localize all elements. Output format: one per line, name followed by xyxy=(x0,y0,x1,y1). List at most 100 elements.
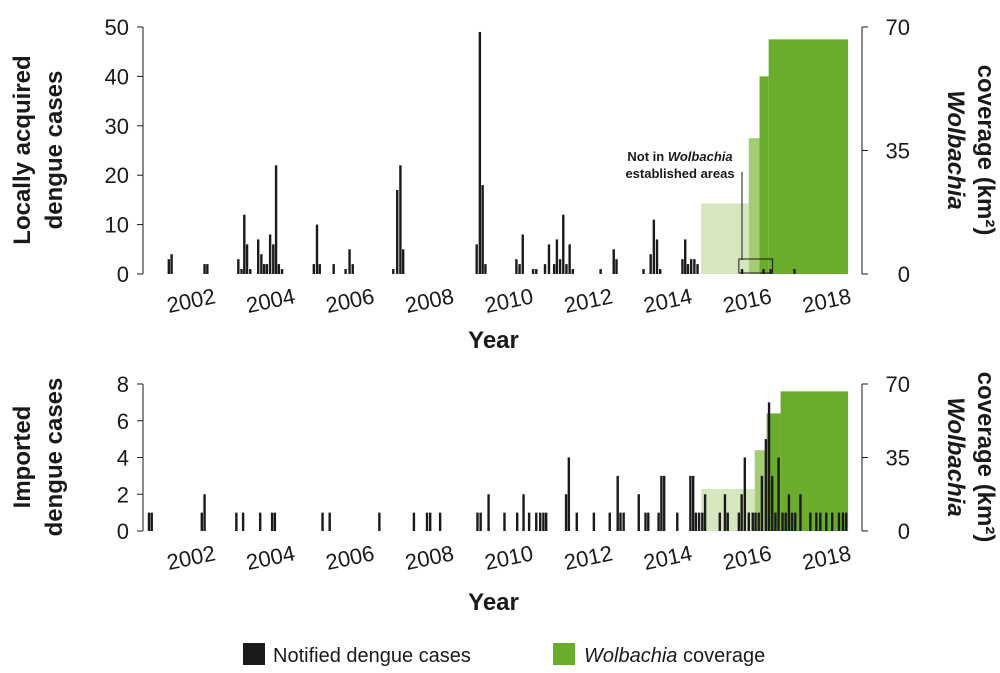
case-bar xyxy=(150,512,153,531)
case-bar xyxy=(273,512,277,531)
case-bar xyxy=(696,264,699,274)
case-bar xyxy=(399,165,402,274)
case-bar xyxy=(206,264,209,274)
case-bar xyxy=(552,264,556,274)
case-bar xyxy=(592,512,596,531)
case-bar xyxy=(243,214,246,274)
case-bar xyxy=(740,269,744,274)
case-bar xyxy=(487,494,490,531)
case-bar xyxy=(760,475,764,531)
case-bar xyxy=(757,512,760,531)
case-bar xyxy=(535,512,538,531)
case-bar xyxy=(599,269,602,274)
case-bar xyxy=(774,512,777,531)
y-axis-title-line: Imported xyxy=(9,406,36,509)
legend-coverage-label: Wolbachia coverage xyxy=(584,645,765,667)
case-bar xyxy=(235,512,238,531)
x-tick-label: 2002 xyxy=(165,283,218,318)
case-bar xyxy=(531,269,535,274)
case-bar xyxy=(754,512,757,531)
case-bar xyxy=(503,512,506,531)
case-bar xyxy=(703,494,707,531)
legend-cases-swatch xyxy=(243,643,265,665)
case-bar xyxy=(660,475,663,531)
x-tick-label: 2018 xyxy=(800,283,853,318)
case-bar xyxy=(657,512,660,531)
case-bar xyxy=(764,439,768,531)
y-axis-title-line: dengue cases xyxy=(41,71,68,230)
case-bar xyxy=(659,269,662,274)
annotation-line-2: established areas xyxy=(625,166,734,181)
y2-axis-title-line: Wolbachia xyxy=(942,397,969,517)
case-bar xyxy=(245,244,249,274)
case-bar xyxy=(479,512,482,531)
x-tick-label: 2004 xyxy=(244,540,297,575)
case-bar xyxy=(622,512,625,531)
case-bar xyxy=(612,249,615,274)
case-bar xyxy=(831,512,834,531)
case-bar xyxy=(771,475,774,531)
y-axis-title-line: dengue cases xyxy=(41,378,68,537)
right-tick-label: 35 xyxy=(886,446,910,471)
left-tick-label: 2 xyxy=(117,482,129,507)
case-bar xyxy=(793,269,796,274)
x-tick-label: 2010 xyxy=(482,283,535,318)
case-bar xyxy=(429,512,432,531)
left-tick-label: 30 xyxy=(105,114,129,139)
case-bar xyxy=(438,512,442,531)
case-bar xyxy=(280,269,284,274)
case-bar xyxy=(270,512,274,531)
case-bar xyxy=(794,512,797,531)
coverage-area xyxy=(768,39,849,274)
case-bar xyxy=(268,234,272,274)
coverage-area xyxy=(701,203,749,274)
case-bar xyxy=(522,494,525,531)
case-bar xyxy=(547,244,551,274)
case-bar xyxy=(568,244,571,274)
case-bar xyxy=(743,457,747,531)
case-bar xyxy=(815,512,818,531)
annotation-bracket-box xyxy=(738,258,774,274)
case-bar xyxy=(571,269,575,274)
x-tick-label: 2002 xyxy=(165,540,218,575)
case-bar xyxy=(535,269,538,274)
case-bar xyxy=(260,254,263,274)
case-bar xyxy=(476,512,479,531)
right-tick-label: 0 xyxy=(898,262,910,287)
case-bar xyxy=(819,512,822,531)
left-tick-label: 50 xyxy=(105,15,129,40)
case-bar xyxy=(777,457,780,531)
case-bar xyxy=(203,494,206,531)
case-bar xyxy=(555,239,559,274)
case-bar xyxy=(799,494,802,531)
case-bar xyxy=(616,475,619,531)
x-tick-label: 2010 xyxy=(482,540,535,575)
y2-axis-title-line: coverage (km²) xyxy=(972,65,999,236)
case-bar xyxy=(518,264,521,274)
left-tick-label: 20 xyxy=(105,163,129,188)
case-bar xyxy=(644,512,647,531)
case-bar xyxy=(475,244,478,274)
case-bar xyxy=(312,264,316,274)
x-tick-label: 2014 xyxy=(641,540,694,575)
imported-cases-chart: 0 2 4 6 8 0 35 70 2002 2004 2006 2008 2010 2012 2014 20… xyxy=(9,372,999,616)
x-tick-label: 2008 xyxy=(403,540,456,575)
case-bar xyxy=(737,512,741,531)
case-bar xyxy=(315,224,319,274)
case-bar xyxy=(332,264,335,274)
case-bar xyxy=(401,249,405,274)
case-bar xyxy=(767,402,771,531)
case-bar xyxy=(723,494,727,531)
left-tick-label: 4 xyxy=(117,446,129,471)
case-bar xyxy=(825,512,828,531)
right-tick-label: 35 xyxy=(886,139,910,164)
case-bar xyxy=(539,512,542,531)
case-bar xyxy=(691,475,695,531)
case-bar xyxy=(681,259,684,274)
case-bar xyxy=(697,512,701,531)
x-tick-label: 2012 xyxy=(562,540,615,575)
case-bar xyxy=(351,264,354,274)
left-tick-label: 40 xyxy=(105,64,129,89)
case-bar xyxy=(686,264,690,274)
case-bar xyxy=(237,259,240,274)
